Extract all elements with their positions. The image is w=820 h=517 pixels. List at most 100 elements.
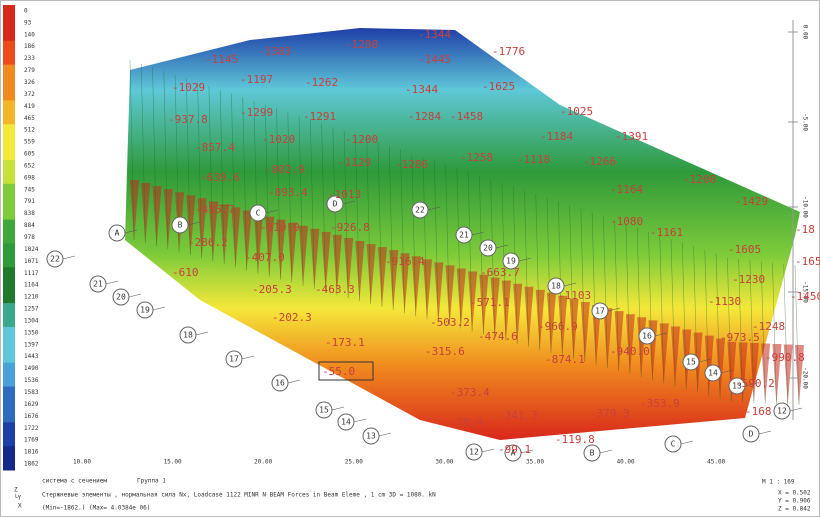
node-label: 14 (708, 369, 718, 378)
node-label: 20 (483, 244, 493, 253)
force-label: -1266 (583, 155, 616, 168)
force-label: -1013 (328, 188, 361, 201)
force-label: -990.8 (765, 351, 805, 364)
legend-label: 419 (24, 103, 35, 110)
legend-swatch (3, 422, 15, 434)
node-leader (288, 380, 300, 383)
z-label: -20.00 (802, 367, 809, 389)
legend-swatch (3, 291, 15, 303)
node-label: 15 (319, 406, 329, 415)
legend-label: 1490 (24, 365, 39, 372)
legend-label: 791 (24, 198, 35, 205)
force-label: -940.0 (610, 345, 650, 358)
force-label: -173.1 (325, 336, 365, 349)
legend-label: 512 (24, 127, 35, 134)
force-label: -315.6 (425, 345, 465, 358)
force-label: -610 (172, 266, 199, 279)
force-label: -202.3 (272, 311, 312, 324)
force-label: -966.9 (538, 320, 578, 333)
legend-label: 93 (24, 19, 32, 26)
node-label: 13 (366, 432, 376, 441)
force-label: -639.6 (200, 171, 240, 184)
force-label: -1029 (172, 81, 205, 94)
force-label: -937.8 (168, 113, 208, 126)
node-label: 20 (116, 293, 126, 302)
force-label: -1286 (395, 158, 428, 171)
rib-line (795, 265, 799, 405)
node-label: D (749, 430, 754, 439)
legend-label: 1210 (24, 294, 39, 301)
force-label: -79.4 (450, 416, 483, 429)
legend-label: 559 (24, 139, 35, 146)
force-label: -1625 (482, 80, 515, 93)
x-label: 35.00 (526, 459, 544, 466)
force-label: -286.2 (188, 236, 228, 249)
node-label: 12 (777, 407, 787, 416)
legend-label: 605 (24, 151, 35, 158)
legend-swatch (3, 243, 15, 255)
force-label: -590.2 (735, 377, 775, 390)
legend-label: 1257 (24, 306, 39, 313)
legend-swatch (3, 77, 15, 89)
node-leader (681, 441, 693, 444)
legend-label: 372 (24, 91, 35, 98)
force-label: -373.4 (450, 386, 490, 399)
force-label: -1298 (345, 38, 378, 51)
node-label: 15 (686, 358, 696, 367)
x-label: 15.00 (164, 459, 182, 466)
axis-z: Z (14, 487, 18, 494)
legend-swatch (3, 100, 15, 112)
force-label: -1291 (303, 110, 336, 123)
node-leader (106, 281, 118, 284)
force-label: -1299 (240, 106, 273, 119)
legend-swatch (3, 279, 15, 291)
force-label: -55.0 (322, 365, 355, 378)
node-leader (196, 332, 208, 335)
force-label: -802.9 (265, 163, 305, 176)
force-label: -916.4 (385, 255, 425, 268)
node-label: C (671, 440, 676, 449)
node-label: 16 (642, 332, 652, 341)
legend-swatch (3, 410, 15, 422)
legend-label: 1583 (24, 389, 39, 396)
legend-swatch (3, 172, 15, 184)
force-label: -1303 (258, 45, 291, 58)
legend-swatch (3, 65, 15, 77)
force-label: -503.2 (430, 316, 470, 329)
view-x: X = 0.502 (778, 490, 811, 497)
force-label: -1445 (418, 53, 451, 66)
force-label: -810.9 (260, 221, 300, 234)
force-label: -1184 (540, 130, 573, 143)
force-label: -1161 (650, 226, 683, 239)
force-label: -1197 (240, 73, 273, 86)
legend-swatch (3, 17, 15, 29)
legend-label: 279 (24, 67, 35, 74)
legend-swatch (3, 458, 15, 470)
node-leader (354, 419, 366, 422)
node-label: 16 (275, 379, 285, 388)
force-label: -1230 (732, 273, 765, 286)
force-label: -1284 (408, 110, 441, 123)
force-label: -99.1 (498, 443, 531, 456)
view-z: Z = 0.842 (778, 506, 811, 513)
x-label: 45.00 (707, 459, 725, 466)
x-label: 10.00 (73, 459, 91, 466)
x-label: 40.00 (617, 459, 635, 466)
node-label: 21 (93, 280, 103, 289)
legend-swatch (3, 434, 15, 446)
node-label: 18 (183, 331, 193, 340)
force-label: -168 (745, 405, 772, 418)
force-label: -973.5 (720, 331, 760, 344)
force-label: -1080 (610, 215, 643, 228)
legend-label: 652 (24, 162, 35, 169)
legend-swatch (3, 387, 15, 399)
z-label: -5.00 (802, 113, 809, 131)
node-leader (332, 407, 344, 410)
legend-swatch (3, 220, 15, 232)
legend-label: 1443 (24, 353, 39, 360)
axis-y: └Y (14, 494, 22, 502)
legend-label: 0 (24, 7, 28, 14)
force-label: -663.7 (480, 266, 520, 279)
node-label: 12 (469, 448, 479, 457)
force-label: -857.4 (195, 141, 235, 154)
